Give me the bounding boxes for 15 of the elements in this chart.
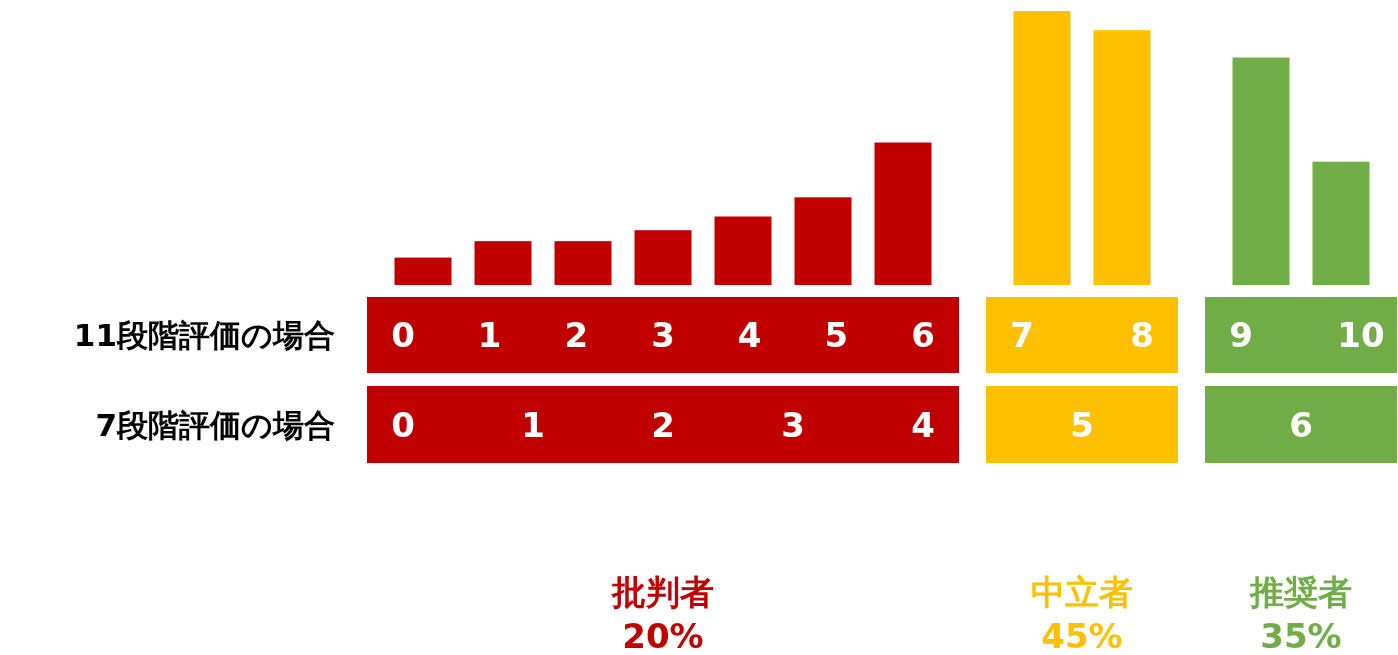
row-label: 7段階評価の場合 [95,406,335,443]
scale7-label: 4 [911,404,935,445]
scale7-label: 5 [1070,404,1094,445]
scale7-label: 1 [521,404,545,445]
group-share: 20% [622,616,704,655]
scale7-label: 2 [651,404,675,445]
group-share: 45% [1041,616,1123,655]
scale7-label: 0 [391,404,415,445]
group-label: 中立者 [1031,572,1133,612]
group-label: 批判者 [612,572,714,612]
group-label: 推奨者 [1250,572,1352,612]
row-label: 11段階評価の場合 [73,317,335,353]
group-share: 35% [1260,616,1342,655]
scale7-label: 3 [781,404,805,445]
scale7-label: 6 [1289,404,1313,445]
